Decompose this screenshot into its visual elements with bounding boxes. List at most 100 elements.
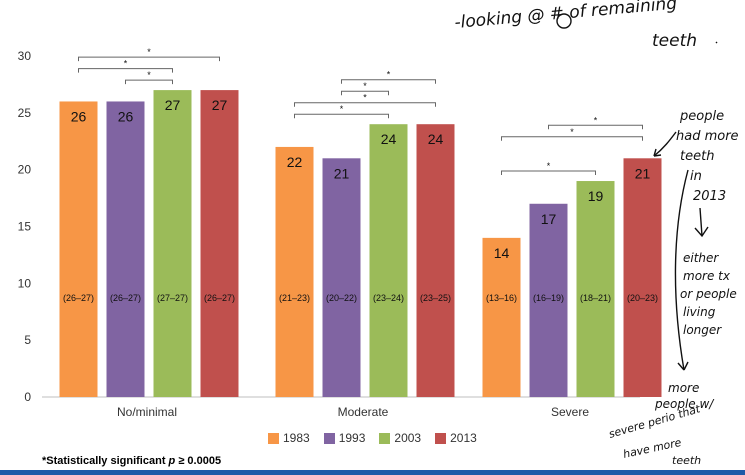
significance-bracket: [78, 68, 173, 73]
bar-range-label: (20–22): [326, 293, 357, 303]
right-note-line4: in: [690, 169, 702, 184]
handwritten-marks: [556, 13, 718, 371]
right-note-line3: teeth: [680, 149, 714, 164]
significance-star: *: [147, 70, 151, 80]
bottom-note-line1: more: [668, 381, 699, 395]
significance-star: *: [570, 127, 574, 137]
significance-star: *: [147, 47, 151, 57]
legend-swatch: [268, 432, 279, 444]
bar-value-label: 26: [71, 108, 87, 124]
significance-star: *: [340, 104, 344, 114]
bar-range-label: (13–16): [486, 293, 517, 303]
legend-swatch: [435, 432, 447, 444]
bar: [369, 124, 408, 397]
at-circle-mark: [556, 13, 572, 29]
significance-star: *: [547, 161, 551, 171]
significance-star: *: [594, 115, 598, 125]
significance-bracket: [125, 79, 173, 85]
footnote: *Statistically significant p ≥ 0.0005: [42, 455, 221, 467]
bar: [59, 101, 98, 397]
bar: [200, 90, 239, 397]
bar-range-label: (26–27): [204, 293, 235, 303]
footnote-variable: p: [168, 455, 176, 467]
bar-value-label: 24: [381, 131, 397, 147]
bar-value-label: 21: [334, 165, 350, 181]
footnote-suffix: ≥ 0.0005: [175, 455, 222, 467]
y-tick-label: 15: [18, 220, 32, 234]
footnote-prefix: *Statistically significant: [42, 455, 169, 467]
significance-star: *: [387, 70, 391, 80]
significance-star: *: [363, 81, 367, 91]
bar: [529, 203, 568, 397]
y-tick-label: 20: [18, 163, 32, 177]
significance-bracket: [294, 113, 389, 119]
significance-bracket: [501, 170, 596, 176]
side-note-line5: longer: [683, 323, 722, 337]
bar: [416, 124, 455, 397]
significance-bracket: [78, 56, 220, 62]
bar: [576, 181, 615, 397]
bottom-note-line5: teeth: [672, 454, 701, 467]
y-tick-label: 25: [18, 106, 32, 120]
bottom-note-line2: people w/: [654, 397, 715, 411]
y-tick-label: 0: [24, 390, 31, 404]
side-note-line4: living: [683, 305, 716, 319]
bar-range-label: (27–27): [157, 293, 188, 303]
side-note-line2: more tx: [683, 269, 731, 283]
bar-range-label: (26–27): [110, 293, 141, 303]
x-tick-label: Severe: [551, 405, 589, 419]
legend-item-2013: 2013: [435, 431, 477, 445]
bar-value-label: 26: [118, 108, 134, 124]
bar-value-label: 27: [212, 97, 228, 113]
y-tick-label: 10: [18, 276, 32, 290]
significance-bracket: [548, 124, 643, 130]
dot-mark: [715, 41, 718, 44]
bar-value-label: 21: [635, 165, 651, 181]
bar-value-label: 14: [494, 245, 510, 261]
down-arrow: [694, 207, 709, 238]
y-axis: 0 5 10 15 20 25 30: [18, 49, 32, 404]
x-tick-label: No/minimal: [117, 405, 177, 419]
bar: [482, 237, 521, 397]
legend-label: 1983: [283, 431, 310, 445]
arrow-head-2: [677, 361, 689, 371]
bar-value-label: 27: [165, 97, 181, 113]
significance-bracket: [341, 79, 436, 84]
bar-range-label: (23–25): [420, 293, 451, 303]
arrow-head-1: [653, 148, 662, 157]
legend-item-2003: 2003: [379, 431, 421, 445]
bar: [322, 158, 361, 397]
y-tick-label: 5: [24, 333, 31, 347]
legend: 1983 1993 2003 2013: [268, 431, 477, 445]
bar: [106, 101, 145, 397]
significance-star: *: [363, 93, 367, 103]
legend-swatch: [323, 432, 335, 444]
legend-item-1993: 1993: [323, 431, 365, 445]
x-axis: No/minimal Moderate Severe: [42, 396, 640, 419]
y-tick-label: 30: [18, 49, 32, 63]
bar-value-label: 22: [287, 154, 303, 170]
bar-range-label: (18–21): [580, 293, 611, 303]
legend-label: 2013: [450, 431, 477, 445]
bar-range-label: (20–23): [627, 293, 658, 303]
bar-range-label: (23–24): [373, 293, 404, 303]
significance-bracket: [341, 90, 389, 96]
right-note-line5: 2013: [693, 189, 726, 204]
bar-range-label: (16–19): [533, 293, 564, 303]
bars: 26 (26–27) 22 (21–23) 14 (13–16) 26 (26–27) 21 (2…: [59, 90, 662, 397]
significance-bracket: [501, 136, 643, 141]
bar: [623, 158, 662, 397]
legend-item-1983: 1983: [268, 431, 310, 445]
curve-arrow: [674, 169, 689, 371]
top-note-line2: teeth: [652, 31, 697, 51]
legend-swatch: [379, 432, 391, 444]
significance-star: *: [124, 59, 128, 69]
right-note-line1: people: [679, 109, 724, 124]
bar: [275, 146, 314, 397]
significance-bracket: [294, 102, 436, 107]
bar-range-label: (26–27): [63, 293, 94, 303]
bar: [153, 90, 192, 397]
bar-value-label: 19: [588, 188, 604, 204]
arrow-to-2013-bar: [653, 131, 677, 157]
